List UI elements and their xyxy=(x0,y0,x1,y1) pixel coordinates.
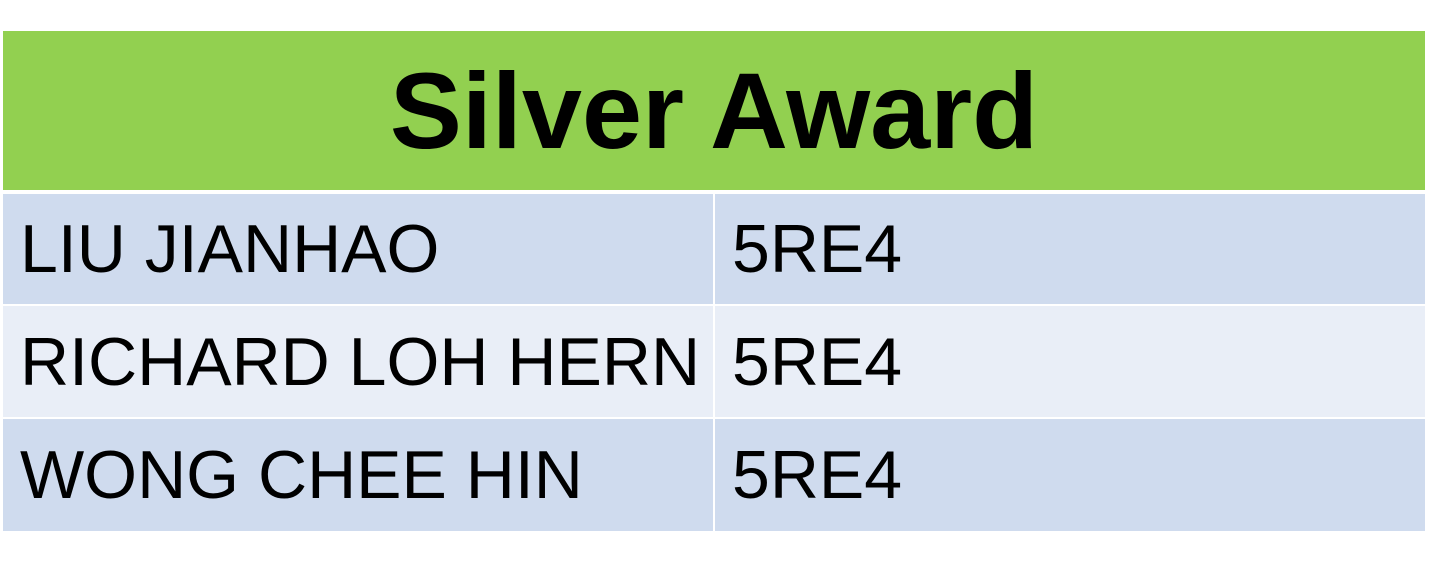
table-row: LIU JIANHAO 5RE4 xyxy=(3,192,1425,306)
student-class: 5RE4 xyxy=(714,192,1425,306)
student-name: LIU JIANHAO xyxy=(3,192,715,306)
table-row: WONG CHEE HIN 5RE4 xyxy=(3,418,1425,531)
header-row: Silver Award xyxy=(3,31,1425,194)
award-title: Silver Award xyxy=(3,31,1425,194)
student-class: 5RE4 xyxy=(714,418,1425,531)
student-name: RICHARD LOH HERN DA xyxy=(3,305,715,419)
table-row: RICHARD LOH HERN DA 5RE4 xyxy=(3,305,1425,419)
student-class: 5RE4 xyxy=(714,305,1425,419)
student-name: WONG CHEE HIN xyxy=(3,418,715,531)
award-table: Silver Award LIU JIANHAO 5RE4 RICHARD LO… xyxy=(3,31,1425,531)
